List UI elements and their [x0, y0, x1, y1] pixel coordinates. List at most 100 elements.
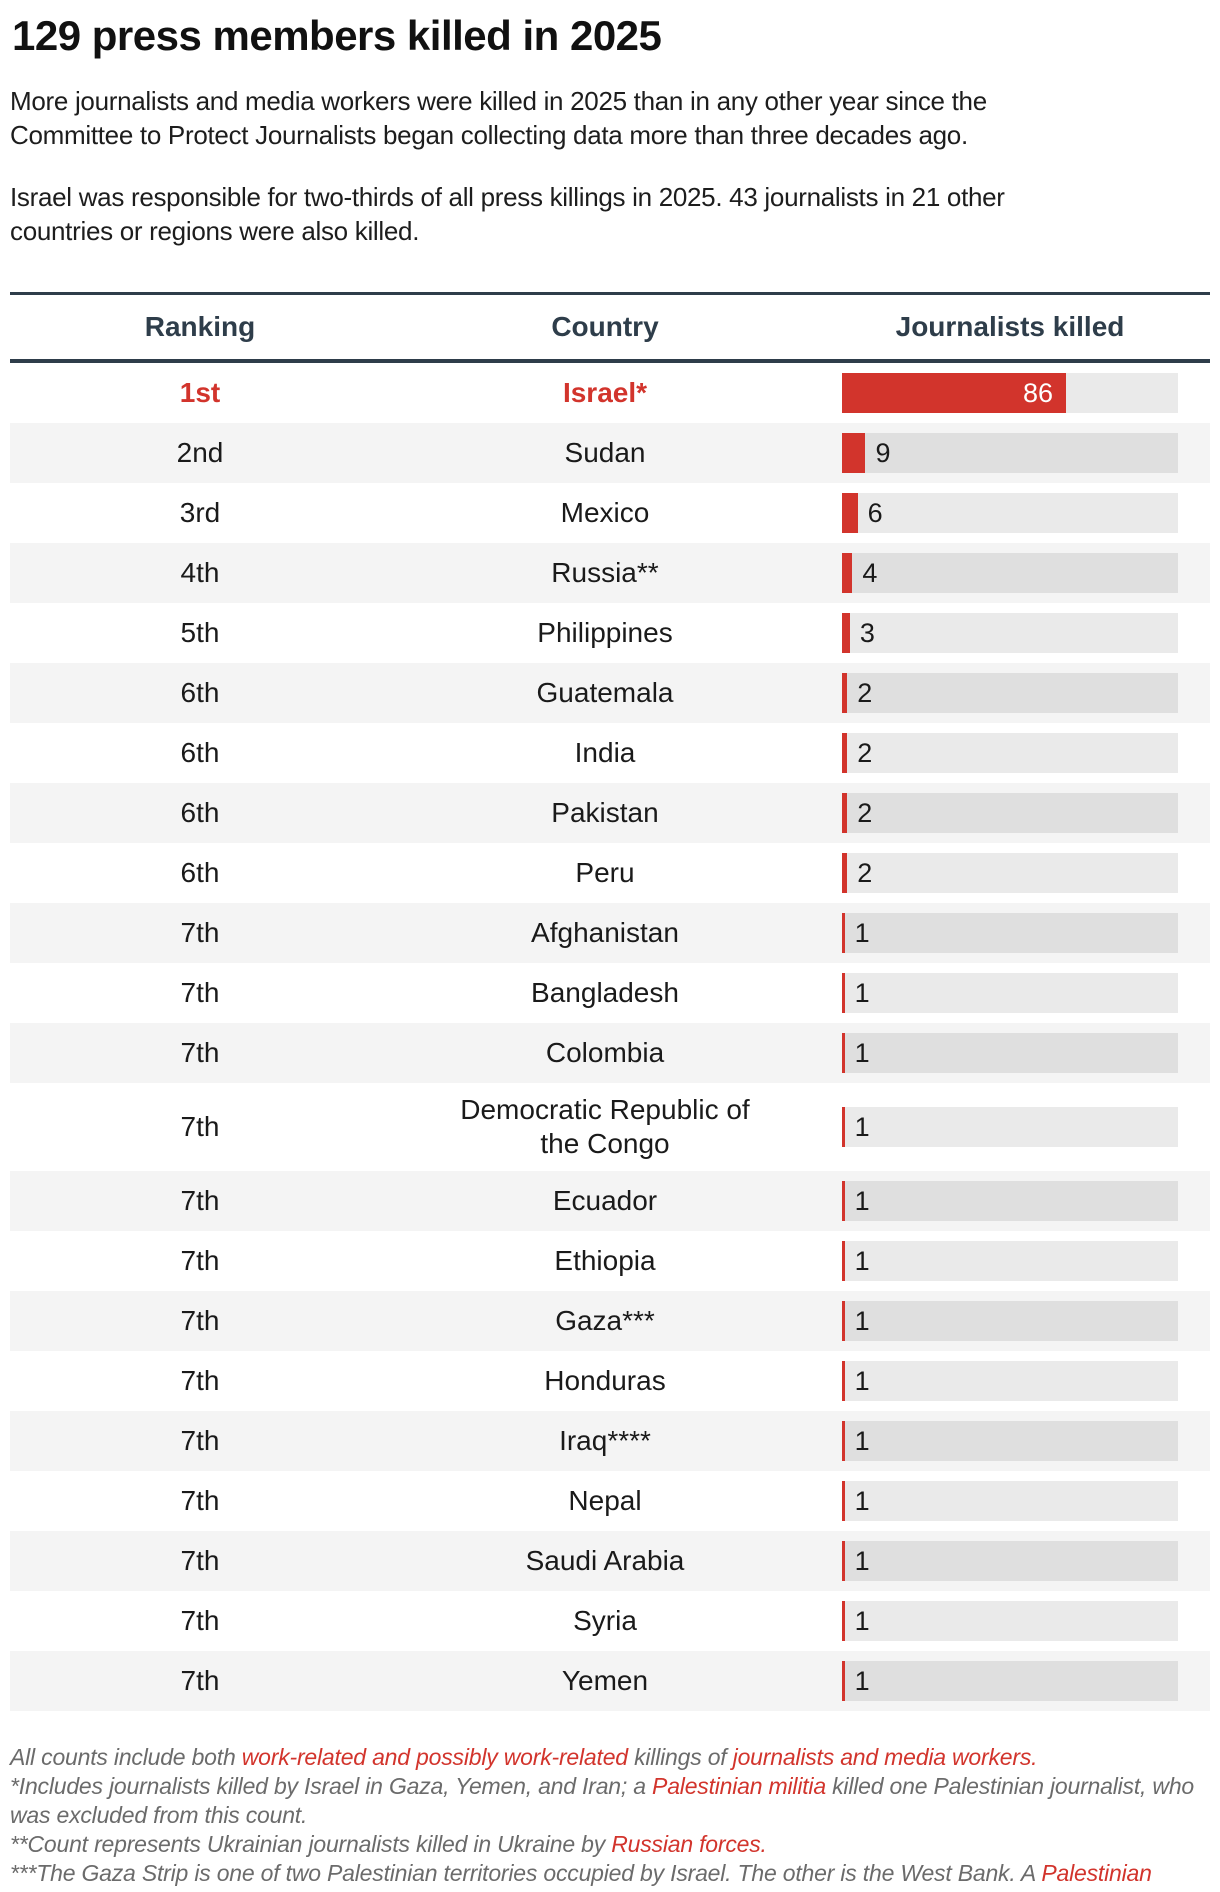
bar-value-label: 1	[854, 1306, 870, 1336]
bar-track: 4	[842, 553, 1178, 593]
bar-track: 1	[842, 973, 1178, 1013]
table-row: 6th Guatemala 2	[10, 663, 1210, 723]
rank-cell: 7th	[180, 917, 220, 948]
footnote-text: All counts include both	[10, 1744, 242, 1770]
country-cell: Honduras	[544, 1365, 666, 1396]
bar-value-label: 2	[857, 678, 873, 708]
bar-track: 1	[842, 1541, 1178, 1581]
bar	[842, 1661, 845, 1701]
rank-cell: 7th	[180, 1111, 220, 1142]
bar	[842, 913, 845, 953]
footnote-text: killings of	[627, 1744, 733, 1770]
bar-cell: 2	[820, 783, 1210, 843]
rank-cell: 5th	[180, 617, 220, 648]
table-row: 7th Ecuador 1	[10, 1171, 1210, 1231]
bar-track: 2	[842, 793, 1178, 833]
bar-cell: 1	[820, 1023, 1210, 1083]
column-header-journalists-killed: Journalists killed	[820, 293, 1210, 363]
country-cell: India	[574, 737, 636, 768]
bar-value-label: 1	[854, 1246, 870, 1276]
country-cell: Afghanistan	[531, 917, 679, 948]
country-cell: Mexico	[560, 497, 650, 528]
bar	[842, 1541, 845, 1581]
bar-track: 9	[842, 433, 1178, 473]
table-row: 6th Peru 2	[10, 843, 1210, 903]
bar-value-label: 9	[875, 438, 891, 468]
country-cell: Israel*	[562, 377, 648, 408]
bar-cell: 1	[820, 1411, 1210, 1471]
country-cell: Sudan	[564, 437, 646, 468]
bar-track: 1	[842, 1033, 1178, 1073]
bar-track: 1	[842, 1421, 1178, 1461]
table-row: 7th Democratic Republic of the Congo 1	[10, 1083, 1210, 1171]
footnote-line: All counts include both work-related and…	[10, 1743, 1210, 1772]
bar-value-label: 1	[854, 1186, 870, 1216]
bar-track: 86	[842, 373, 1178, 413]
bar-value-label: 1	[854, 1112, 870, 1142]
footnote-text: killed one Palestinian journalist in Gaz…	[67, 1889, 553, 1892]
bar-cell: 2	[820, 663, 1210, 723]
bar	[842, 853, 848, 893]
country-cell: Iraq****	[559, 1425, 651, 1456]
rank-cell: 6th	[180, 677, 220, 708]
bar-value-label: 1	[854, 1546, 870, 1576]
footnote-link[interactable]: Russian forces.	[611, 1831, 767, 1857]
table-row: 7th Ethiopia 1	[10, 1231, 1210, 1291]
footnote-link[interactable]: Palestinian militia	[652, 1773, 826, 1799]
ranking-table: Ranking Country Journalists killed 1st Is…	[10, 292, 1210, 1711]
country-cell: Peru	[575, 857, 635, 888]
rank-cell: 7th	[180, 1545, 220, 1576]
bar-value-label: 1	[854, 1366, 870, 1396]
bar	[842, 1601, 845, 1641]
bar-track: 1	[842, 1107, 1178, 1147]
bar	[842, 1181, 845, 1221]
rank-cell: 7th	[180, 1485, 220, 1516]
bar-value-label: 6	[867, 498, 883, 528]
bar-track: 3	[842, 613, 1178, 653]
footnote-link[interactable]: journalists and media workers.	[732, 1744, 1038, 1770]
table-row: 7th Afghanistan 1	[10, 903, 1210, 963]
bar	[842, 1361, 845, 1401]
bar-track: 2	[842, 733, 1178, 773]
rank-cell: 2nd	[176, 437, 224, 468]
bar-track: 1	[842, 1181, 1178, 1221]
country-cell: Saudi Arabia	[525, 1545, 685, 1576]
bar-cell: 1	[820, 1531, 1210, 1591]
bar	[842, 553, 853, 593]
rank-cell: 7th	[180, 1365, 220, 1396]
bar-cell: 1	[820, 1351, 1210, 1411]
table-row: 7th Yemen 1	[10, 1651, 1210, 1711]
bar	[842, 1301, 845, 1341]
bar	[842, 1107, 845, 1147]
bar-track: 2	[842, 673, 1178, 713]
bar	[842, 1421, 845, 1461]
bar-value-label: 2	[857, 858, 873, 888]
bar	[842, 973, 845, 1013]
table-row: 1st Israel* 86	[10, 361, 1210, 423]
country-cell: Syria	[573, 1605, 637, 1636]
footnote-link[interactable]: work-related and possibly work-related	[241, 1744, 628, 1770]
bar-value-label: 1	[854, 918, 870, 948]
bar	[842, 493, 858, 533]
bar-value-label: 1	[854, 1666, 870, 1696]
rank-cell: 7th	[180, 1245, 220, 1276]
rank-cell: 7th	[180, 1665, 220, 1696]
bar-track: 1	[842, 1601, 1178, 1641]
table-row: 7th Bangladesh 1	[10, 963, 1210, 1023]
country-cell: Yemen	[561, 1665, 649, 1696]
rank-cell: 6th	[180, 797, 220, 828]
bar-value-label: 1	[854, 978, 870, 1008]
bar-cell: 1	[820, 903, 1210, 963]
country-cell: Pakistan	[551, 797, 659, 828]
bar-value-label: 3	[859, 618, 875, 648]
footnote-link[interactable]: Palestinian militia	[10, 1860, 1152, 1892]
table-header: Ranking Country Journalists killed	[10, 293, 1210, 363]
table-row: 2nd Sudan 9	[10, 423, 1210, 483]
chart-description-paragraph-2: Israel was responsible for two-thirds of…	[10, 182, 1005, 246]
country-cell: Russia**	[551, 557, 659, 588]
rank-cell: 7th	[180, 1605, 220, 1636]
bar	[842, 673, 848, 713]
bar-value-label: 1	[854, 1606, 870, 1636]
bar-cell: 1	[820, 1231, 1210, 1291]
